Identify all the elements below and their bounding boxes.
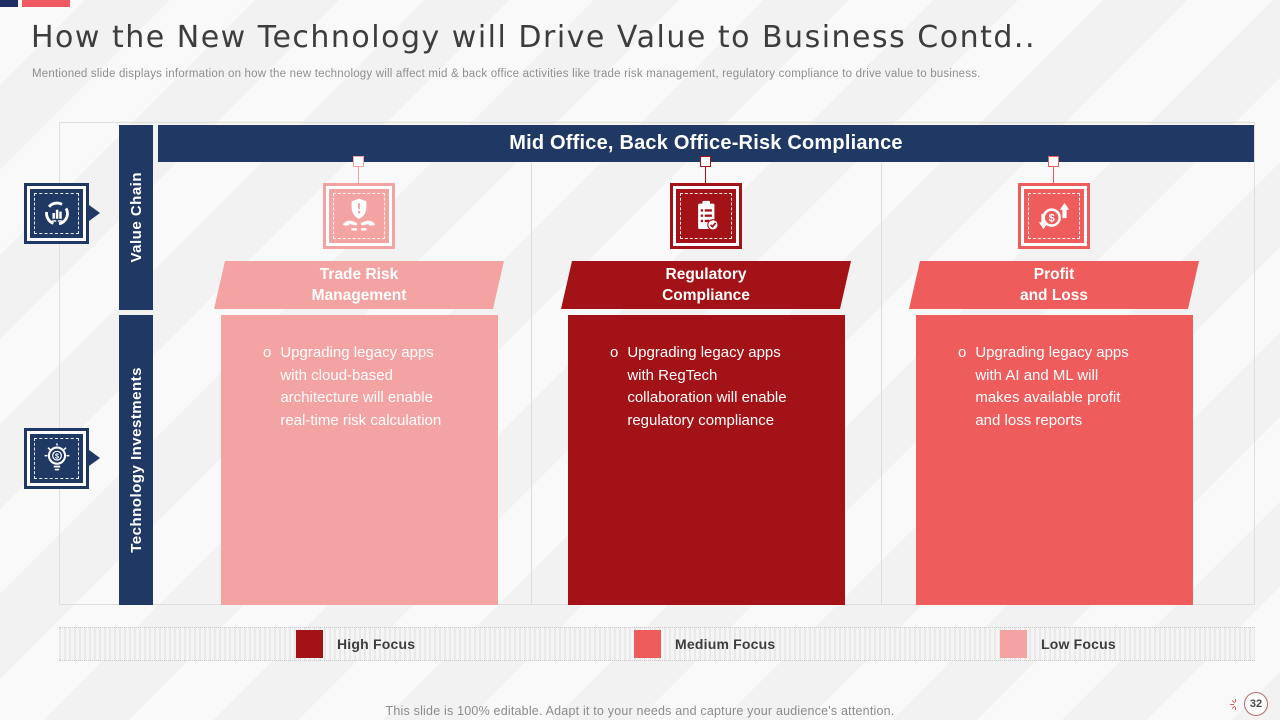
legend-chip-medium (634, 630, 661, 658)
matrix-header-label: Mid Office, Back Office-Risk Compliance (509, 132, 903, 154)
clipboard-check-icon (670, 183, 742, 249)
svg-text:$: $ (1049, 212, 1055, 224)
page-subtitle: Mentioned slide displays information on … (32, 68, 981, 80)
connector-square (700, 156, 711, 167)
top-accent-navy (0, 0, 18, 7)
connector-line (358, 167, 359, 183)
bullet: o (610, 344, 619, 361)
row-label-technology-investments: Technology Investments (119, 315, 153, 605)
legend-item-high-focus: High Focus (296, 630, 415, 658)
arrow-right-icon (89, 450, 100, 466)
column-header-trade-risk-management: Trade Risk Management (214, 261, 504, 309)
sparkle-icon (1230, 699, 1236, 710)
page-number-badge: 32 (1244, 692, 1268, 716)
top-accent-red (22, 0, 70, 7)
arrow-right-icon (89, 205, 100, 221)
column-divider (531, 163, 532, 605)
bullet: o (958, 344, 967, 361)
value-chain-cycle-icon (24, 183, 89, 244)
footer-note: This slide is 100% editable. Adapt it to… (385, 704, 895, 718)
money-exchange-icon: $ (1018, 183, 1090, 249)
legend-item-low-focus: Low Focus (1000, 630, 1116, 658)
connector-line (705, 167, 706, 183)
column-text: Upgrading legacy apps with AI and ML wil… (975, 344, 1129, 429)
column-body-trade-risk-management: o Upgrading legacy apps with cloud-based… (221, 315, 498, 605)
shield-hands-icon (323, 183, 395, 249)
column-text: Upgrading legacy apps with RegTech colla… (627, 344, 787, 429)
connector-square (353, 156, 364, 167)
column-header-regulatory-compliance: Regulatory Compliance (561, 261, 851, 309)
column-body-regulatory-compliance: o Upgrading legacy apps with RegTech col… (568, 315, 845, 605)
matrix-header: Mid Office, Back Office-Risk Compliance (158, 125, 1254, 162)
bullet: o (263, 344, 272, 361)
column-divider (881, 163, 882, 605)
legend: High Focus Medium Focus Low Focus (59, 627, 1255, 661)
legend-item-medium-focus: Medium Focus (634, 630, 775, 658)
investment-bulb-icon: $ (24, 428, 89, 489)
legend-chip-high (296, 630, 323, 658)
column-body-profit-and-loss: o Upgrading legacy apps with AI and ML w… (916, 315, 1193, 605)
page-title: How the New Technology will Drive Value … (31, 20, 1036, 55)
svg-text:$: $ (55, 452, 59, 460)
connector-square (1048, 156, 1059, 167)
connector-line (1053, 167, 1054, 183)
legend-chip-low (1000, 630, 1027, 658)
column-text: Upgrading legacy apps with cloud-based a… (280, 344, 442, 429)
column-header-profit-and-loss: Profit and Loss (909, 261, 1199, 309)
row-label-value-chain: Value Chain (119, 125, 153, 310)
